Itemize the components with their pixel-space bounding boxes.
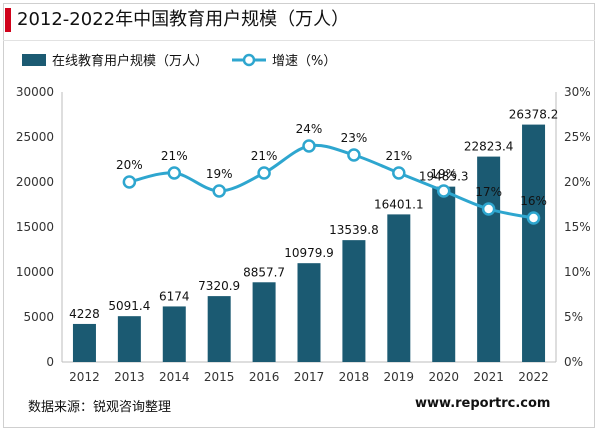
y-left-tick-label: 5000 [23, 310, 54, 324]
brand-url: www.reportrc.com [415, 396, 551, 411]
y-left-tick-label: 0 [46, 355, 54, 369]
bar-label-2022: 26378.2 [509, 108, 559, 122]
growth-point-2014 [167, 166, 182, 180]
bar-label-2013: 5091.4 [108, 299, 150, 313]
growth-point-2015 [212, 184, 226, 198]
bar-label-2020: 19485.3 [419, 170, 469, 184]
bar-2013 [117, 316, 141, 362]
growth-label-2020: 19% [430, 167, 457, 181]
bar-2014 [162, 306, 186, 362]
x-tick-label: 2014 [159, 370, 190, 384]
bar-2016 [252, 282, 276, 362]
bar-2012 [72, 323, 96, 362]
bar-label-2016: 8857.7 [243, 265, 285, 279]
bar-label-2014: 6174 [159, 289, 190, 303]
y-right-tick-label: 25% [564, 130, 591, 144]
y-right-tick-label: 30% [564, 85, 591, 99]
growth-point-2020 [436, 184, 451, 198]
growth-label-2013: 20% [116, 158, 143, 172]
x-tick-label: 2015 [204, 370, 235, 384]
bar-2020 [432, 186, 456, 362]
x-tick-label: 2020 [428, 370, 459, 384]
growth-label-2021: 17% [475, 185, 502, 199]
y-left-tick-label: 30000 [16, 85, 54, 99]
bar-2018 [342, 240, 366, 362]
y-left-tick-label: 10000 [16, 265, 54, 279]
x-tick-label: 2013 [114, 370, 145, 384]
bar-label-2012: 4228 [69, 307, 100, 321]
growth-label-2014: 21% [161, 149, 188, 163]
growth-label-2017: 24% [296, 122, 323, 136]
title-accent-bar [5, 8, 11, 32]
legend-label-bar: 在线教育用户规模（万人） [52, 53, 208, 69]
bar-2022 [522, 124, 546, 363]
bar-2015 [207, 296, 231, 362]
x-tick-label: 2017 [294, 370, 325, 384]
growth-label-2018: 23% [341, 131, 368, 145]
legend-label-line: 增速（%） [272, 54, 336, 69]
x-tick-label: 2019 [384, 370, 415, 384]
growth-label-2016: 21% [251, 149, 278, 163]
y-left-tick-label: 20000 [16, 175, 54, 189]
growth-point-2013 [122, 175, 137, 189]
growth-point-2019 [392, 166, 406, 180]
growth-label-2022: 16% [520, 194, 547, 208]
title-bar: 2012-2022年中国教育用户规模（万人） [3, 6, 349, 34]
y-right-tick-label: 10% [564, 265, 591, 279]
bar-label-2021: 22823.4 [464, 140, 514, 154]
growth-label-2015: 19% [206, 167, 233, 181]
growth-point-2017 [302, 139, 316, 153]
y-left-tick-label: 25000 [16, 130, 54, 144]
y-right-tick-label: 0% [564, 355, 583, 369]
x-tick-label: 2016 [249, 370, 280, 384]
growth-point-2021 [481, 202, 496, 216]
y-right-tick-label: 20% [564, 175, 591, 189]
y-left-tick-label: 15000 [16, 220, 54, 234]
bar-label-2017: 10979.9 [284, 246, 334, 260]
legend-marker-line [242, 53, 256, 67]
growth-point-2016 [257, 166, 271, 180]
bar-label-2018: 13539.8 [329, 223, 379, 237]
y-right-tick-label: 5% [564, 310, 583, 324]
page-title: 2012-2022年中国教育用户规模（万人） [17, 9, 350, 30]
bar-2017 [297, 263, 321, 362]
bar-2019 [387, 214, 411, 362]
bar-label-2015: 7320.9 [198, 279, 240, 293]
y-right-tick-label: 15% [564, 220, 591, 234]
growth-label-2019: 21% [385, 149, 412, 163]
data-source: 数据来源：锐观咨询整理 [28, 400, 172, 415]
x-tick-label: 2018 [339, 370, 370, 384]
bar-label-2019: 16401.1 [374, 197, 424, 211]
growth-point-2022 [526, 211, 541, 225]
x-tick-label: 2021 [473, 370, 504, 384]
x-tick-label: 2012 [69, 370, 100, 384]
legend-swatch-bar [22, 54, 46, 66]
title-divider [3, 40, 595, 41]
x-tick-label: 2022 [518, 370, 549, 384]
growth-point-2018 [347, 148, 361, 162]
growth-line [129, 143, 534, 220]
